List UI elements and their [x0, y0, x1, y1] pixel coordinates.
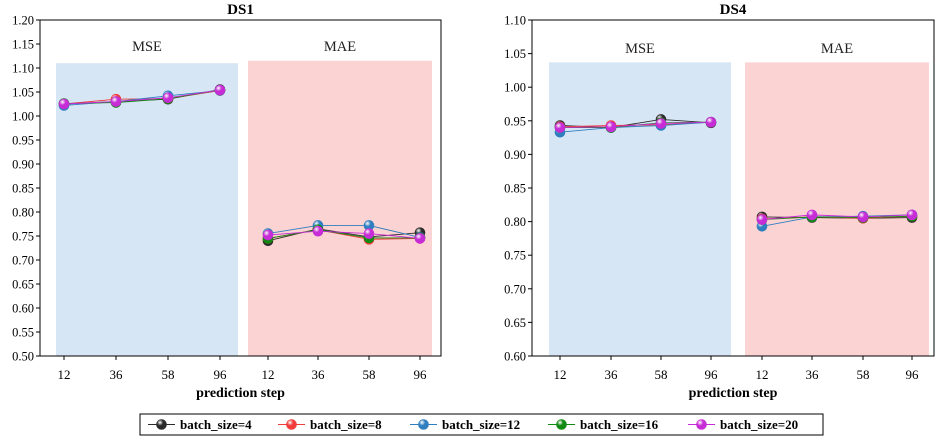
- y-tick-label: 0.50: [12, 350, 34, 364]
- series-line-batch_size-12: [267, 224, 421, 238]
- y-tick-label: 0.70: [12, 254, 34, 268]
- legend-item-label: batch_size=12: [442, 417, 520, 432]
- y-tick-label: 0.85: [504, 182, 526, 196]
- data-point-batch_size-20: [414, 233, 426, 244]
- data-point-batch_size-20: [312, 225, 324, 237]
- x-tick-label: 36: [605, 367, 619, 382]
- x-tick-label: 36: [806, 367, 820, 382]
- y-tick-label: 1.00: [504, 81, 526, 95]
- data-point-batch_size-20: [655, 118, 667, 129]
- data-point-batch_size-20: [806, 209, 818, 221]
- region-label-mae: MAE: [821, 41, 853, 57]
- series-line-batch_size-20: [559, 121, 712, 128]
- x-tick-label: 12: [756, 367, 769, 382]
- legend-swatch-marker: [418, 419, 429, 430]
- region-mae-background: [745, 62, 929, 356]
- region-mse-background: [549, 62, 731, 356]
- data-point-batch_size-20: [363, 228, 375, 239]
- series-line-batch_size-20: [761, 214, 913, 221]
- data-point-batch_size-20: [705, 116, 717, 128]
- x-axis-label: prediction step: [689, 386, 778, 401]
- x-tick-label: 36: [110, 367, 124, 382]
- x-axis-label: prediction step: [196, 386, 285, 401]
- series-line-batch_size-4: [267, 228, 421, 242]
- y-tick-label: 0.90: [12, 158, 34, 172]
- y-tick-label: 0.60: [12, 302, 34, 316]
- chart-title: DS1: [227, 2, 254, 18]
- data-point-batch_size-20: [857, 211, 869, 223]
- y-tick-label: 0.80: [12, 206, 34, 220]
- x-tick-label: 12: [554, 367, 567, 382]
- data-point-batch_size-20: [262, 229, 274, 241]
- y-tick-label: 1.10: [504, 14, 526, 28]
- x-tick-label: 58: [655, 367, 668, 382]
- y-tick-label: 0.65: [504, 316, 526, 330]
- y-tick-label: 0.95: [504, 114, 526, 128]
- legend-item-label: batch_size=8: [310, 417, 382, 432]
- legend-box: [139, 413, 824, 436]
- x-tick-label: 12: [58, 367, 71, 382]
- x-tick-label: 58: [857, 367, 870, 382]
- chart-title: DS4: [720, 2, 747, 18]
- x-tick-label: 58: [363, 367, 376, 382]
- x-tick-label: 96: [214, 367, 228, 382]
- x-tick-label: 96: [414, 367, 428, 382]
- data-point-batch_size-20: [605, 121, 617, 133]
- region-label-mse: MSE: [625, 41, 655, 57]
- data-point-batch_size-20: [58, 98, 70, 110]
- y-tick-label: 1.10: [12, 62, 34, 76]
- legend-item-label: batch_size=4: [180, 417, 252, 432]
- y-tick-label: 0.70: [504, 282, 526, 296]
- series-line-batch_size-16: [267, 229, 420, 239]
- data-point-batch_size-20: [554, 122, 566, 133]
- y-tick-label: 1.05: [12, 86, 34, 100]
- region-mae-background: [248, 60, 432, 357]
- y-tick-label: 0.75: [504, 249, 526, 263]
- legend-item-label: batch_size=20: [720, 417, 798, 432]
- y-tick-label: 1.00: [12, 110, 34, 124]
- data-point-batch_size-20: [756, 214, 768, 225]
- legend: batch_size=4 batch_size=8 batch_size=12 bat…: [139, 413, 824, 436]
- y-tick-label: 0.80: [504, 215, 526, 229]
- legend-swatch-marker: [286, 419, 297, 430]
- data-point-batch_size-20: [214, 84, 226, 96]
- series-line-batch_size-16: [761, 215, 913, 221]
- x-tick-label: 96: [705, 367, 719, 382]
- y-tick-label: 1.20: [12, 14, 34, 28]
- y-tick-label: 0.60: [504, 350, 526, 364]
- y-tick-label: 0.85: [12, 182, 34, 196]
- x-tick-label: 36: [312, 367, 326, 382]
- series-line-batch_size-12: [63, 90, 221, 106]
- region-label-mse: MSE: [132, 39, 162, 55]
- series-line-batch_size-20: [267, 230, 421, 239]
- data-point-batch_size-20: [110, 96, 122, 107]
- region-mse-background: [56, 63, 238, 356]
- x-tick-label: 58: [162, 367, 175, 382]
- legend-item-label: batch_size=16: [580, 417, 659, 432]
- data-point-batch_size-20: [162, 92, 174, 104]
- y-tick-label: 0.75: [12, 230, 34, 244]
- y-tick-label: 0.95: [12, 134, 34, 148]
- x-tick-label: 12: [262, 367, 275, 382]
- y-tick-label: 0.55: [12, 326, 34, 340]
- region-label-mae: MAE: [324, 39, 356, 55]
- chart-panel-ds4: DS4 MSE MAE 0.60 0.65 0.70 0.75 0.80 0.85 0.90 0.9…: [504, 2, 935, 401]
- legend-swatch-marker: [156, 419, 167, 430]
- y-tick-label: 1.05: [504, 47, 526, 61]
- x-tick-label: 96: [906, 367, 920, 382]
- series-line-batch_size-12: [559, 121, 712, 133]
- legend-swatch-marker: [696, 419, 707, 430]
- y-tick-label: 0.90: [504, 148, 526, 162]
- y-tick-label: 1.15: [12, 38, 34, 52]
- series-line-batch_size-20: [63, 89, 221, 105]
- legend-swatch-marker: [556, 419, 567, 430]
- chart-panel-ds1: DS1 MSE MAE 0.50 0.55 0.60 0.65 0.70 0.75 0.80 0.8…: [12, 2, 442, 401]
- data-point-batch_size-20: [906, 209, 918, 221]
- y-tick-label: 0.65: [12, 278, 34, 292]
